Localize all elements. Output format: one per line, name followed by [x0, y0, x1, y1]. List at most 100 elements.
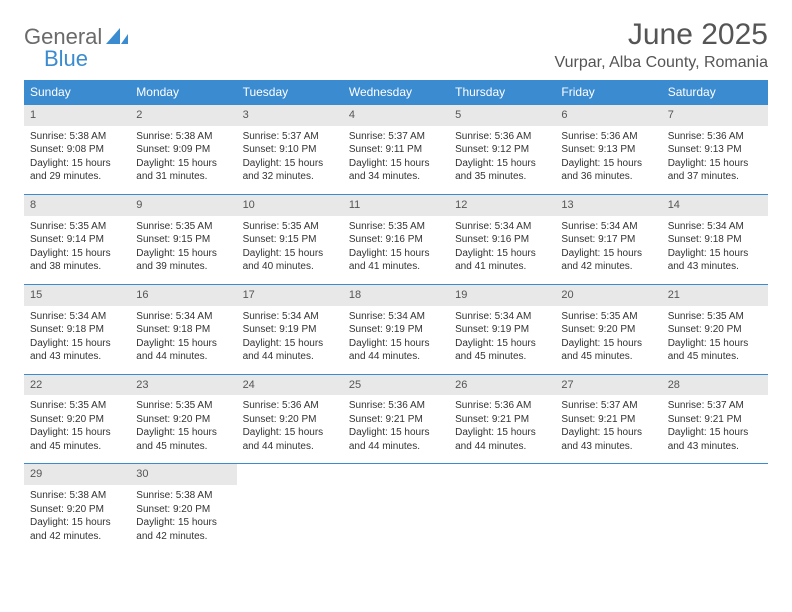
daylight-line: Daylight: 15 hours and 32 minutes. [243, 157, 337, 184]
day-body: Sunrise: 5:36 AMSunset: 9:20 PMDaylight:… [237, 395, 343, 463]
calendar-cell: 12Sunrise: 5:34 AMSunset: 9:16 PMDayligh… [449, 194, 555, 284]
calendar-cell: 11Sunrise: 5:35 AMSunset: 9:16 PMDayligh… [343, 194, 449, 284]
daylight-line: Daylight: 15 hours and 44 minutes. [455, 426, 549, 453]
day-number: 26 [449, 375, 555, 396]
sunrise-line: Sunrise: 5:34 AM [243, 310, 337, 324]
sunset-line: Sunset: 9:18 PM [668, 233, 762, 247]
calendar-cell: 22Sunrise: 5:35 AMSunset: 9:20 PMDayligh… [24, 374, 130, 464]
sunrise-line: Sunrise: 5:35 AM [30, 399, 124, 413]
day-body: Sunrise: 5:37 AMSunset: 9:21 PMDaylight:… [555, 395, 661, 463]
sunrise-line: Sunrise: 5:36 AM [349, 399, 443, 413]
daylight-line: Daylight: 15 hours and 37 minutes. [668, 157, 762, 184]
sunrise-line: Sunrise: 5:37 AM [243, 130, 337, 144]
sunrise-line: Sunrise: 5:35 AM [668, 310, 762, 324]
weekday-header: Saturday [662, 80, 768, 105]
calendar-cell: 7Sunrise: 5:36 AMSunset: 9:13 PMDaylight… [662, 105, 768, 195]
day-number: 21 [662, 285, 768, 306]
day-body: Sunrise: 5:35 AMSunset: 9:20 PMDaylight:… [662, 306, 768, 374]
day-number: 28 [662, 375, 768, 396]
day-number: 16 [130, 285, 236, 306]
weekday-header: Thursday [449, 80, 555, 105]
day-body: Sunrise: 5:36 AMSunset: 9:13 PMDaylight:… [662, 126, 768, 194]
weekday-header: Friday [555, 80, 661, 105]
day-number: 17 [237, 285, 343, 306]
sunset-line: Sunset: 9:15 PM [136, 233, 230, 247]
calendar-cell: 5Sunrise: 5:36 AMSunset: 9:12 PMDaylight… [449, 105, 555, 195]
day-number: 2 [130, 105, 236, 126]
day-body: Sunrise: 5:34 AMSunset: 9:17 PMDaylight:… [555, 216, 661, 284]
daylight-line: Daylight: 15 hours and 44 minutes. [349, 337, 443, 364]
daylight-line: Daylight: 15 hours and 44 minutes. [243, 337, 337, 364]
day-number: 1 [24, 105, 130, 126]
daylight-line: Daylight: 15 hours and 31 minutes. [136, 157, 230, 184]
calendar-cell: 25Sunrise: 5:36 AMSunset: 9:21 PMDayligh… [343, 374, 449, 464]
day-body: Sunrise: 5:35 AMSunset: 9:15 PMDaylight:… [130, 216, 236, 284]
day-body: Sunrise: 5:35 AMSunset: 9:20 PMDaylight:… [555, 306, 661, 374]
sunrise-line: Sunrise: 5:35 AM [30, 220, 124, 234]
sunset-line: Sunset: 9:17 PM [561, 233, 655, 247]
day-body: Sunrise: 5:36 AMSunset: 9:13 PMDaylight:… [555, 126, 661, 194]
sunrise-line: Sunrise: 5:37 AM [561, 399, 655, 413]
daylight-line: Daylight: 15 hours and 38 minutes. [30, 247, 124, 274]
calendar-row: 8Sunrise: 5:35 AMSunset: 9:14 PMDaylight… [24, 194, 768, 284]
sunrise-line: Sunrise: 5:34 AM [455, 220, 549, 234]
day-body: Sunrise: 5:36 AMSunset: 9:21 PMDaylight:… [449, 395, 555, 463]
calendar-cell: 28Sunrise: 5:37 AMSunset: 9:21 PMDayligh… [662, 374, 768, 464]
day-body: Sunrise: 5:34 AMSunset: 9:19 PMDaylight:… [237, 306, 343, 374]
calendar-row: 15Sunrise: 5:34 AMSunset: 9:18 PMDayligh… [24, 284, 768, 374]
sunrise-line: Sunrise: 5:34 AM [561, 220, 655, 234]
sunrise-line: Sunrise: 5:35 AM [243, 220, 337, 234]
sunset-line: Sunset: 9:18 PM [136, 323, 230, 337]
sunset-line: Sunset: 9:21 PM [349, 413, 443, 427]
calendar-cell [662, 464, 768, 553]
sunrise-line: Sunrise: 5:37 AM [668, 399, 762, 413]
calendar-cell: 10Sunrise: 5:35 AMSunset: 9:15 PMDayligh… [237, 194, 343, 284]
sunset-line: Sunset: 9:13 PM [668, 143, 762, 157]
sunset-line: Sunset: 9:20 PM [136, 503, 230, 517]
calendar-cell: 24Sunrise: 5:36 AMSunset: 9:20 PMDayligh… [237, 374, 343, 464]
daylight-line: Daylight: 15 hours and 43 minutes. [561, 426, 655, 453]
sunset-line: Sunset: 9:20 PM [243, 413, 337, 427]
daylight-line: Daylight: 15 hours and 43 minutes. [668, 426, 762, 453]
daylight-line: Daylight: 15 hours and 41 minutes. [455, 247, 549, 274]
day-number: 18 [343, 285, 449, 306]
daylight-line: Daylight: 15 hours and 44 minutes. [349, 426, 443, 453]
day-number: 15 [24, 285, 130, 306]
daylight-line: Daylight: 15 hours and 45 minutes. [561, 337, 655, 364]
day-number: 24 [237, 375, 343, 396]
daylight-line: Daylight: 15 hours and 44 minutes. [136, 337, 230, 364]
page-title: June 2025 [555, 18, 768, 52]
sunrise-line: Sunrise: 5:34 AM [455, 310, 549, 324]
calendar-cell [237, 464, 343, 553]
sunset-line: Sunset: 9:21 PM [455, 413, 549, 427]
calendar-row: 1Sunrise: 5:38 AMSunset: 9:08 PMDaylight… [24, 105, 768, 195]
day-body: Sunrise: 5:34 AMSunset: 9:19 PMDaylight:… [449, 306, 555, 374]
sunrise-line: Sunrise: 5:36 AM [455, 130, 549, 144]
page-subtitle: Vurpar, Alba County, Romania [555, 54, 768, 72]
calendar-table: SundayMondayTuesdayWednesdayThursdayFrid… [24, 80, 768, 553]
calendar-row: 29Sunrise: 5:38 AMSunset: 9:20 PMDayligh… [24, 464, 768, 553]
daylight-line: Daylight: 15 hours and 42 minutes. [136, 516, 230, 543]
weekday-header-row: SundayMondayTuesdayWednesdayThursdayFrid… [24, 80, 768, 105]
day-body: Sunrise: 5:34 AMSunset: 9:18 PMDaylight:… [24, 306, 130, 374]
calendar-cell [449, 464, 555, 553]
day-number: 13 [555, 195, 661, 216]
sunset-line: Sunset: 9:08 PM [30, 143, 124, 157]
sunset-line: Sunset: 9:21 PM [561, 413, 655, 427]
day-number: 11 [343, 195, 449, 216]
calendar-cell: 18Sunrise: 5:34 AMSunset: 9:19 PMDayligh… [343, 284, 449, 374]
daylight-line: Daylight: 15 hours and 29 minutes. [30, 157, 124, 184]
day-body: Sunrise: 5:35 AMSunset: 9:20 PMDaylight:… [130, 395, 236, 463]
day-number: 12 [449, 195, 555, 216]
day-number: 20 [555, 285, 661, 306]
day-number: 3 [237, 105, 343, 126]
sunset-line: Sunset: 9:09 PM [136, 143, 230, 157]
sunrise-line: Sunrise: 5:36 AM [668, 130, 762, 144]
sunrise-line: Sunrise: 5:35 AM [349, 220, 443, 234]
day-number: 29 [24, 464, 130, 485]
daylight-line: Daylight: 15 hours and 42 minutes. [561, 247, 655, 274]
sunrise-line: Sunrise: 5:35 AM [136, 399, 230, 413]
sunset-line: Sunset: 9:20 PM [136, 413, 230, 427]
day-number: 27 [555, 375, 661, 396]
day-number: 7 [662, 105, 768, 126]
